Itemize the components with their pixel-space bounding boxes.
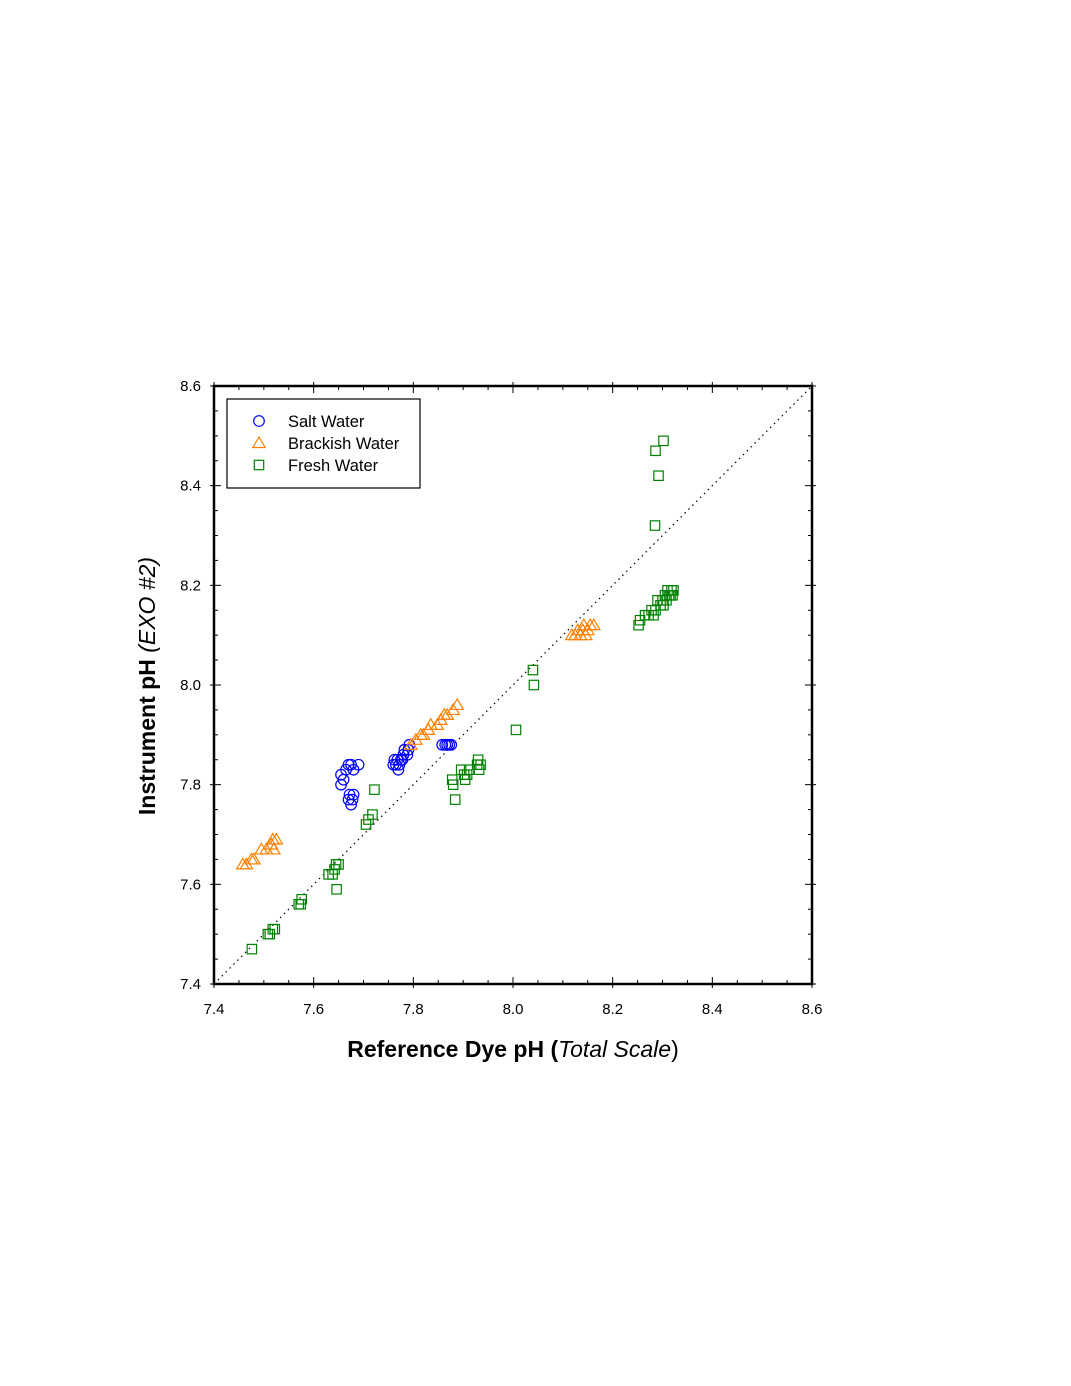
fresh-water-point	[653, 470, 664, 481]
fresh-water-point	[668, 585, 679, 596]
y-tick-label: 7.6	[180, 876, 201, 893]
y-tick-label: 8.6	[180, 378, 201, 395]
axis-ticks-layer	[210, 382, 816, 988]
x-tick-label: 7.8	[403, 1001, 424, 1018]
tick-labels-layer: 7.4 7.6 7.8 8.0 8.2 8.4 8.6 7.4 7.6 7.8 8.0 8.2 8.4 8…	[180, 378, 822, 1018]
legend-label-salt-water: Salt Water	[288, 413, 365, 431]
fresh-water-point	[475, 759, 486, 771]
legend-marker-brackish-water	[251, 435, 267, 449]
salt-water-point	[345, 798, 357, 811]
y-tick-label: 8.0	[180, 677, 201, 694]
fresh-water-point	[650, 445, 661, 457]
brackish-water-point	[246, 852, 262, 865]
x-tick-label: 7.6	[303, 1001, 324, 1018]
series-salt-water	[335, 738, 458, 811]
fresh-water-point	[528, 679, 540, 691]
data-points-layer	[235, 435, 679, 955]
y-axis-title-main: Instrument pH	[134, 653, 160, 815]
brackish-water-point	[449, 697, 465, 711]
y-axis-title-italic: (EXO #2)	[134, 557, 160, 653]
x-tick-label: 7.4	[204, 1001, 225, 1018]
x-axis-title-suffix: )	[671, 1036, 679, 1062]
fresh-water-point	[649, 520, 661, 531]
brackish-water-point	[266, 842, 282, 855]
y-axis-title: Instrument pH (EXO #2)	[134, 557, 160, 815]
x-axis-title-italic: Total Scale	[558, 1036, 671, 1062]
y-tick-label: 7.8	[180, 777, 201, 794]
series-fresh-water	[246, 435, 679, 955]
fresh-water-point	[447, 779, 459, 790]
x-axis-title-main: Reference Dye pH (	[347, 1036, 558, 1062]
y-tick-label: 8.2	[180, 577, 201, 594]
fresh-water-point	[333, 859, 344, 870]
fresh-water-point	[658, 435, 669, 447]
y-tick-label: 7.4	[180, 976, 201, 993]
y-tick-label: 8.4	[180, 478, 201, 495]
salt-water-point	[436, 738, 449, 751]
x-tick-label: 8.4	[702, 1001, 723, 1018]
salt-water-point	[346, 793, 359, 806]
fresh-water-point	[331, 884, 342, 895]
legend: Salt Water Brackish Water Fresh Water	[226, 398, 421, 489]
legend-marker-fresh-water	[253, 459, 265, 471]
fresh-water-point	[369, 784, 380, 795]
x-tick-label: 8.2	[602, 1001, 623, 1018]
one-to-one-reference-line	[213, 385, 813, 985]
legend-box	[226, 398, 421, 489]
legend-label-fresh-water: Fresh Water	[288, 457, 379, 475]
salt-water-point	[352, 758, 365, 771]
series-brackish-water	[235, 618, 601, 870]
legend-markers	[251, 415, 267, 471]
legend-marker-salt-water	[253, 415, 265, 427]
fresh-water-point	[449, 794, 461, 805]
fresh-water-point	[527, 664, 539, 676]
x-tick-label: 8.6	[802, 1001, 823, 1018]
brackish-water-point	[269, 832, 284, 845]
brackish-water-point	[586, 618, 601, 631]
salt-water-point	[445, 738, 458, 751]
salt-water-point	[335, 778, 347, 791]
x-tick-label: 8.0	[503, 1001, 524, 1018]
one-to-one-reference-line-layer	[213, 385, 813, 985]
fresh-water-point	[269, 923, 281, 935]
x-axis-title: Reference Dye pH (Total Scale)	[347, 1036, 679, 1062]
legend-label-brackish-water: Brackish Water	[288, 435, 400, 453]
fresh-water-point	[246, 943, 258, 955]
fresh-water-point	[367, 809, 378, 820]
fresh-water-point	[296, 893, 308, 905]
fresh-water-point	[510, 724, 522, 736]
